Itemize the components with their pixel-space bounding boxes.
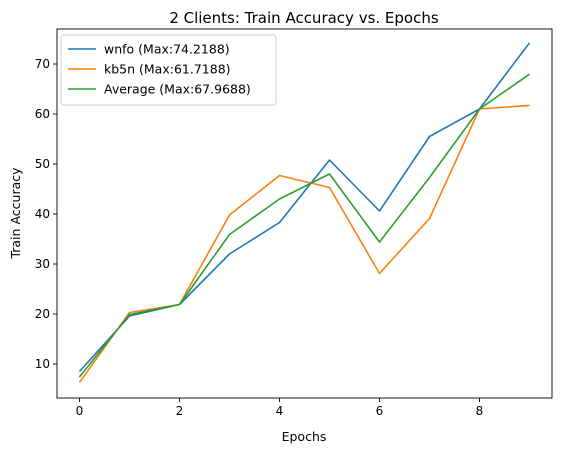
- series-lines: [78, 42, 531, 383]
- y-tick-label: 50: [35, 157, 50, 171]
- y-tick-label: 30: [35, 257, 50, 271]
- x-tick-label: 8: [476, 404, 484, 418]
- x-tick-label: 6: [376, 404, 384, 418]
- x-axis-ticks: 0 2 4 6 8: [76, 398, 484, 418]
- y-tick-label: 20: [35, 307, 50, 321]
- series-line-2: [78, 73, 530, 378]
- x-tick-label: 4: [276, 404, 284, 418]
- y-axis-ticks: 10 20 30 40 50 60 70: [35, 57, 57, 371]
- legend-entry: Average (Max:67.9688): [104, 82, 251, 97]
- y-axis-label: Train Accuracy: [8, 167, 23, 260]
- x-tick-label: 0: [76, 404, 84, 418]
- chart-title: 2 Clients: Train Accuracy vs. Epochs: [169, 9, 439, 27]
- plot-frame: [56, 28, 553, 399]
- y-tick-label: 60: [35, 107, 50, 121]
- series-line-1: [78, 104, 530, 383]
- y-tick-label: 10: [35, 357, 50, 371]
- legend-entry: wnfo (Max:74.2188): [104, 42, 230, 57]
- y-tick-label: 40: [35, 207, 50, 221]
- y-tick-label: 70: [35, 57, 50, 71]
- x-tick-label: 2: [176, 404, 184, 418]
- legend: wnfo (Max:74.2188) kb5n (Max:61.7188) Aver…: [60, 34, 277, 106]
- x-axis-label: Epochs: [282, 429, 327, 444]
- legend-box: [60, 34, 277, 106]
- legend-entry: kb5n (Max:61.7188): [104, 62, 231, 77]
